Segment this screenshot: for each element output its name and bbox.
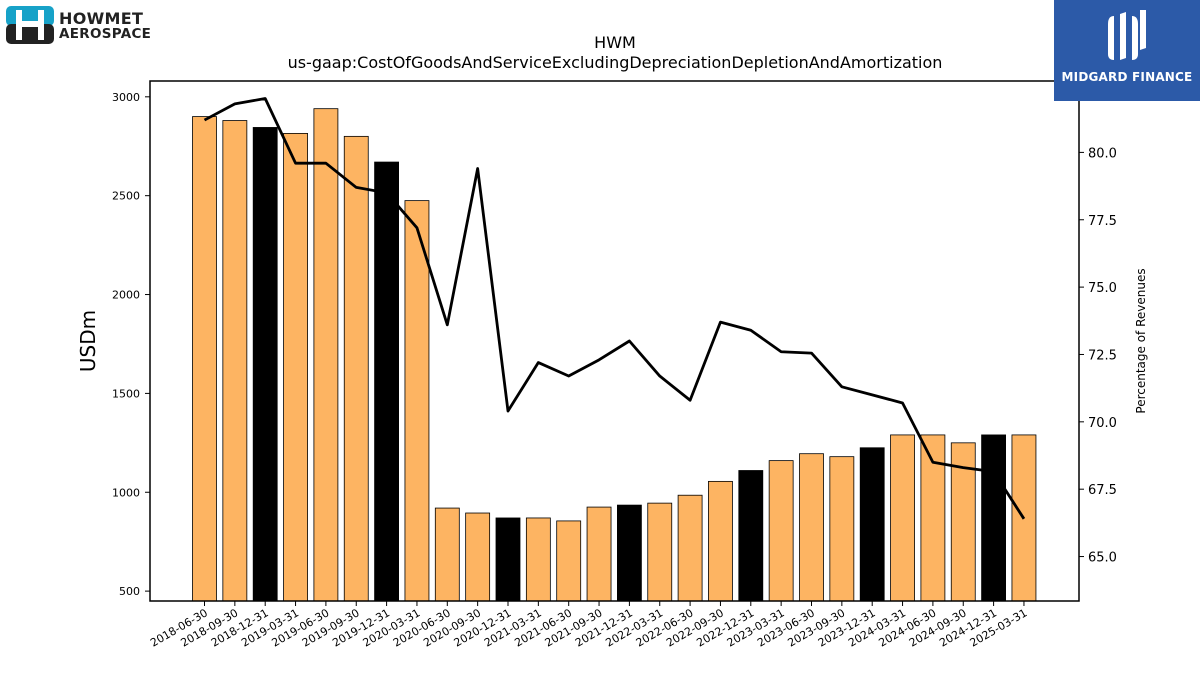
bar-2018-09-30 — [222, 120, 248, 602]
y-axis-label: USDm — [76, 310, 100, 372]
y2-tick-label: 77.5 — [1088, 214, 1117, 229]
bar-2023-09-30 — [829, 456, 855, 602]
bar-2021-09-30 — [586, 506, 612, 602]
y-tick-label: 500 — [119, 585, 140, 598]
midgard-finance-logo-icon — [1108, 10, 1146, 60]
bar-2022-06-30 — [677, 494, 703, 602]
howmet-logo-line2: AEROSPACE — [59, 26, 152, 42]
bar-2023-12-31 — [859, 447, 885, 602]
midgard-finance-logo: MIDGARD FINANCE — [1054, 0, 1200, 101]
bar-2018-06-30 — [192, 116, 217, 602]
bar-2022-03-31 — [647, 502, 673, 602]
x-axis: 2018-06-302018-09-302018-12-312019-03-31… — [148, 601, 1029, 650]
plot-frame — [149, 80, 1080, 602]
bar-2020-12-31 — [495, 517, 521, 602]
bar-2023-03-31 — [768, 460, 794, 602]
bar-2021-12-31 — [617, 504, 642, 602]
y-tick-label: 2000 — [112, 289, 140, 302]
y2-tick-label: 67.5 — [1088, 483, 1117, 498]
bar-2019-06-30 — [313, 108, 339, 602]
bar-2018-12-31 — [252, 127, 278, 602]
chart-subtitle: us-gaap:CostOfGoodsAndServiceExcludingDe… — [288, 53, 943, 72]
y-tick-label: 2500 — [112, 190, 140, 203]
y2-tick-label: 80.0 — [1088, 146, 1117, 161]
y-axis-left: 500 1000 1500 2000 2500 3000 — [112, 91, 150, 598]
y2-tick-label: 70.0 — [1088, 416, 1117, 431]
bar-2022-09-30 — [708, 480, 733, 602]
bar-2024-12-31 — [981, 434, 1006, 602]
bar-2021-06-30 — [556, 520, 582, 602]
bar-2020-06-30 — [434, 507, 460, 602]
bar-series — [192, 108, 1037, 602]
howmet-logo-line1: HOWMET — [59, 9, 144, 28]
bar-2019-12-31 — [374, 161, 400, 602]
bar-2022-12-31 — [738, 470, 764, 602]
y-tick-label: 3000 — [112, 91, 140, 104]
y-tick-label: 1500 — [112, 387, 140, 400]
bar-2023-06-30 — [799, 453, 824, 602]
percentage-line — [203, 97, 1026, 520]
bar-2019-03-31 — [283, 132, 308, 602]
y2-axis-label: Percentage of Revenues — [1134, 268, 1148, 413]
bar-2020-09-30 — [465, 512, 491, 602]
midgard-finance-logo-text: MIDGARD FINANCE — [1061, 70, 1193, 84]
y-axis-right: 65.0 67.5 70.0 72.5 75.0 77.5 80.0 — [1079, 146, 1117, 566]
howmet-logo: HOWMET AEROSPACE — [6, 6, 176, 46]
bar-2024-03-31 — [890, 434, 915, 602]
y2-tick-label: 72.5 — [1088, 348, 1117, 363]
y2-tick-label: 65.0 — [1088, 551, 1117, 566]
howmet-logo-icon — [6, 6, 54, 44]
bar-2021-03-31 — [525, 517, 551, 602]
chart-title: HWM — [594, 33, 636, 52]
bar-2020-03-31 — [404, 200, 430, 602]
y2-tick-label: 75.0 — [1088, 281, 1117, 296]
y-tick-label: 1000 — [112, 486, 140, 499]
bar-2019-09-30 — [343, 135, 369, 602]
